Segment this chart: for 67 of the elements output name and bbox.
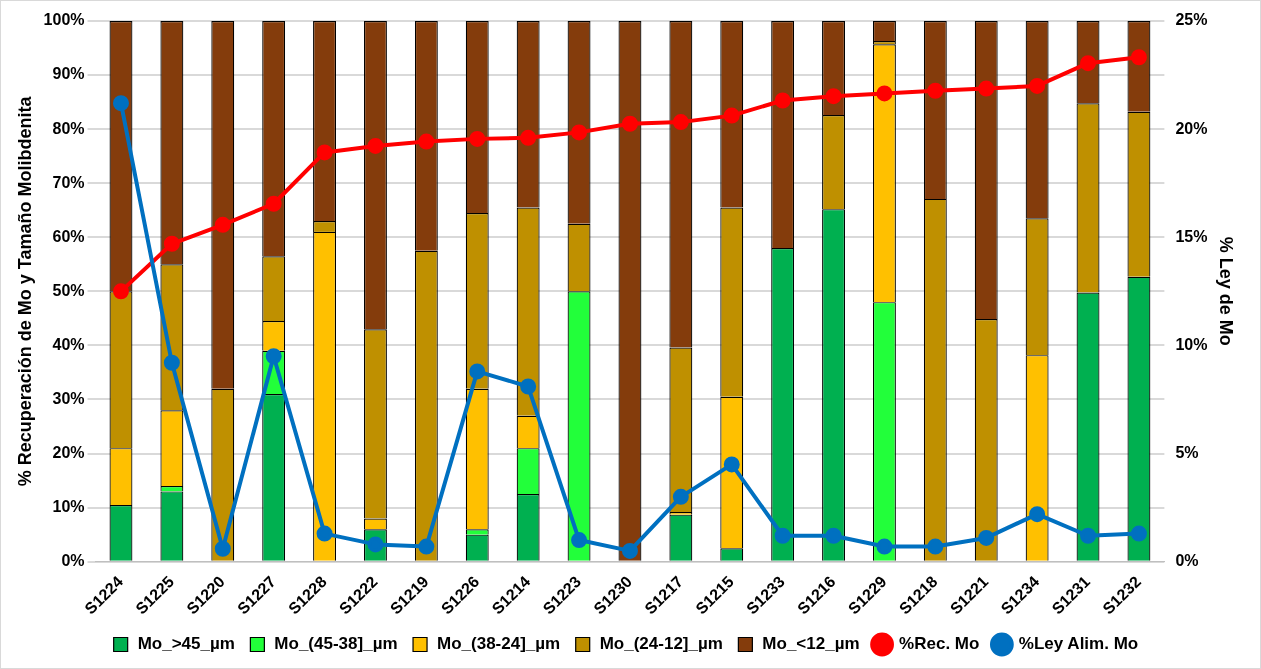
point bbox=[1080, 527, 1097, 544]
y2-tick-label: 20% bbox=[1175, 119, 1208, 137]
y-tick-label: 60% bbox=[52, 227, 85, 245]
point bbox=[316, 144, 333, 161]
point bbox=[978, 80, 995, 97]
y-tick-label: 40% bbox=[52, 335, 85, 353]
y2-axis-title: % Ley de Mo bbox=[1216, 236, 1237, 346]
legend-label: Mo_>45_µm bbox=[137, 634, 235, 654]
point bbox=[927, 538, 944, 555]
y-tick-label: 10% bbox=[52, 498, 85, 516]
point bbox=[571, 124, 588, 141]
point bbox=[723, 456, 740, 473]
point bbox=[1130, 525, 1147, 542]
point bbox=[1080, 55, 1097, 72]
point bbox=[469, 363, 486, 380]
y-tick-label: 50% bbox=[52, 281, 85, 299]
point bbox=[469, 130, 486, 147]
point bbox=[672, 488, 689, 505]
point bbox=[978, 529, 995, 546]
y2-tick-label: 15% bbox=[1175, 227, 1208, 245]
point bbox=[214, 540, 231, 557]
point bbox=[520, 378, 537, 395]
legend-label: Mo_<12_µm bbox=[762, 634, 860, 654]
y-tick-label: 70% bbox=[52, 173, 85, 191]
point bbox=[621, 115, 638, 132]
point bbox=[265, 195, 282, 212]
legend-label: Mo_(45-38]_µm bbox=[274, 634, 398, 654]
y2-tick-label: 0% bbox=[1175, 552, 1199, 570]
y2-tick-label: 25% bbox=[1175, 11, 1208, 29]
point bbox=[927, 82, 944, 99]
point bbox=[723, 107, 740, 124]
legend-label: Mo_(24-12]_µm bbox=[599, 634, 723, 654]
point bbox=[367, 137, 384, 154]
point bbox=[774, 527, 791, 544]
legend-label: Mo_(38-24]_µm bbox=[437, 634, 561, 654]
point bbox=[1130, 49, 1147, 66]
point bbox=[520, 129, 537, 146]
point bbox=[774, 92, 791, 109]
y-tick-label: 30% bbox=[52, 389, 85, 407]
point bbox=[316, 525, 333, 542]
point bbox=[1029, 77, 1046, 94]
point bbox=[163, 235, 180, 252]
point bbox=[876, 538, 893, 555]
point bbox=[265, 348, 282, 365]
y-tick-label: 80% bbox=[52, 119, 85, 137]
point bbox=[571, 532, 588, 549]
legend-label: %Ley Alim. Mo bbox=[1018, 634, 1139, 654]
y-tick-label: 100% bbox=[43, 11, 85, 29]
y2-tick-label: 10% bbox=[1175, 335, 1208, 353]
y-tick-label: 90% bbox=[52, 65, 85, 83]
y2-tick-label: 5% bbox=[1175, 443, 1199, 461]
y-axis-title: % Recuperación de Mo y Tamaño Molibdenita bbox=[14, 95, 35, 487]
point bbox=[418, 538, 435, 555]
point bbox=[825, 527, 842, 544]
point bbox=[1029, 506, 1046, 523]
point bbox=[672, 114, 689, 131]
point bbox=[825, 88, 842, 105]
y-tick-label: 0% bbox=[61, 552, 85, 570]
y-tick-label: 20% bbox=[52, 443, 85, 461]
legend-label: %Rec. Mo bbox=[899, 634, 980, 654]
point bbox=[418, 133, 435, 150]
point bbox=[876, 85, 893, 102]
point bbox=[214, 216, 231, 233]
point bbox=[163, 354, 180, 371]
point bbox=[112, 283, 129, 300]
point bbox=[112, 95, 129, 112]
point bbox=[621, 542, 638, 559]
